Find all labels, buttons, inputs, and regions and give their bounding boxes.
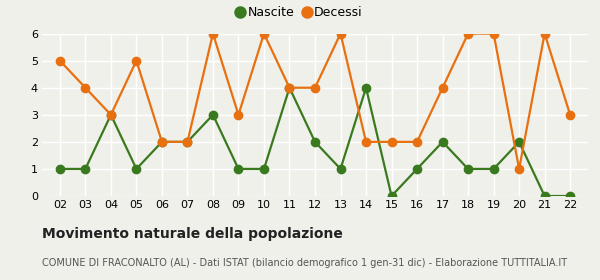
Legend: Nascite, Decessi: Nascite, Decessi bbox=[238, 6, 362, 19]
Nascite bbox=[439, 140, 446, 144]
Decessi bbox=[439, 86, 446, 89]
Decessi bbox=[286, 86, 293, 89]
Decessi bbox=[56, 59, 64, 62]
Text: Movimento naturale della popolazione: Movimento naturale della popolazione bbox=[42, 227, 343, 241]
Nascite bbox=[566, 194, 574, 198]
Line: Nascite: Nascite bbox=[56, 83, 574, 200]
Nascite bbox=[184, 140, 191, 144]
Nascite bbox=[413, 167, 421, 171]
Nascite bbox=[158, 140, 166, 144]
Decessi bbox=[388, 140, 395, 144]
Decessi bbox=[260, 32, 268, 35]
Decessi bbox=[362, 140, 370, 144]
Nascite bbox=[541, 194, 548, 198]
Decessi bbox=[235, 113, 242, 116]
Decessi bbox=[490, 32, 497, 35]
Nascite bbox=[490, 167, 497, 171]
Line: Decessi: Decessi bbox=[56, 29, 574, 173]
Nascite bbox=[286, 86, 293, 89]
Nascite bbox=[337, 167, 344, 171]
Nascite bbox=[515, 140, 523, 144]
Nascite bbox=[209, 113, 217, 116]
Decessi bbox=[566, 113, 574, 116]
Nascite bbox=[464, 167, 472, 171]
Nascite bbox=[388, 194, 395, 198]
Decessi bbox=[184, 140, 191, 144]
Text: COMUNE DI FRACONALTO (AL) - Dati ISTAT (bilancio demografico 1 gen-31 dic) - Ela: COMUNE DI FRACONALTO (AL) - Dati ISTAT (… bbox=[42, 258, 567, 268]
Decessi bbox=[82, 86, 89, 89]
Decessi bbox=[311, 86, 319, 89]
Decessi bbox=[464, 32, 472, 35]
Decessi bbox=[107, 113, 115, 116]
Decessi bbox=[337, 32, 344, 35]
Nascite bbox=[107, 113, 115, 116]
Nascite bbox=[56, 167, 64, 171]
Decessi bbox=[158, 140, 166, 144]
Decessi bbox=[413, 140, 421, 144]
Nascite bbox=[362, 86, 370, 89]
Decessi bbox=[133, 59, 140, 62]
Nascite bbox=[82, 167, 89, 171]
Nascite bbox=[311, 140, 319, 144]
Nascite bbox=[133, 167, 140, 171]
Decessi bbox=[541, 32, 548, 35]
Nascite bbox=[235, 167, 242, 171]
Nascite bbox=[260, 167, 268, 171]
Decessi bbox=[515, 167, 523, 171]
Decessi bbox=[209, 32, 217, 35]
